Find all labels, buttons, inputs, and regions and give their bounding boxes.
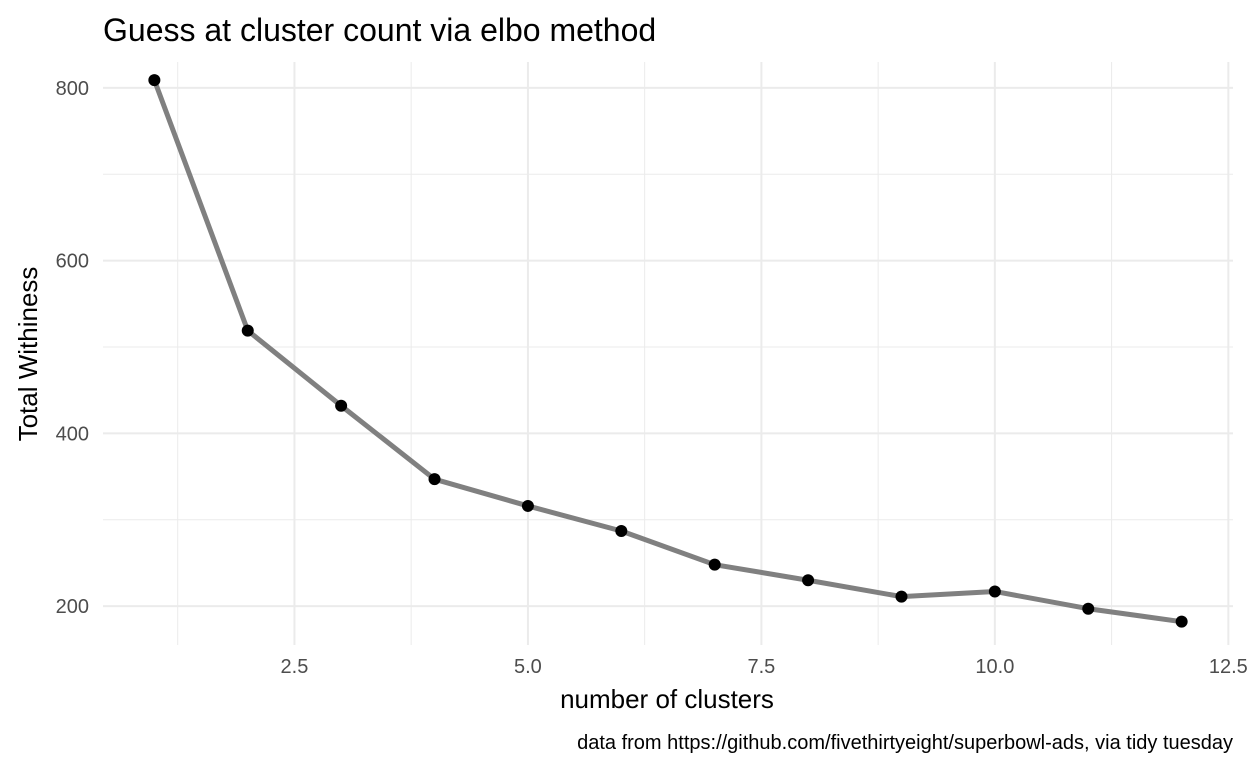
x-axis-ticks: 2.5 5.0 7.5 10.0 12.5 <box>281 656 1248 678</box>
x-axis-title: number of clusters <box>560 684 774 714</box>
data-point <box>988 585 1001 598</box>
series-layer <box>148 74 1188 628</box>
data-point <box>615 524 628 537</box>
y-axis-ticks: 200 400 600 800 <box>56 78 89 618</box>
y-axis-title: Total Withiness <box>13 267 43 442</box>
series-line <box>151 77 1185 625</box>
y-tick-label: 400 <box>56 423 89 445</box>
x-tick-label: 12.5 <box>1209 656 1248 678</box>
data-point <box>148 74 161 87</box>
y-tick-label: 200 <box>56 596 89 618</box>
x-tick-label: 2.5 <box>281 656 309 678</box>
y-tick-label: 800 <box>56 78 89 100</box>
caption: data from https://github.com/fivethirtye… <box>577 732 1233 754</box>
x-tick-label: 5.0 <box>514 656 542 678</box>
data-point <box>428 473 441 486</box>
data-point <box>241 324 254 337</box>
data-point <box>521 499 534 512</box>
data-point <box>708 558 721 571</box>
grid <box>103 62 1233 645</box>
x-tick-label: 10.0 <box>975 656 1014 678</box>
data-point <box>1175 615 1188 628</box>
data-point <box>1082 602 1095 615</box>
chart-title: Guess at cluster count via elbo method <box>103 12 656 48</box>
x-tick-label: 7.5 <box>747 656 775 678</box>
y-tick-label: 600 <box>56 251 89 273</box>
data-point <box>802 574 815 587</box>
data-point <box>335 399 348 412</box>
data-point <box>895 590 908 603</box>
